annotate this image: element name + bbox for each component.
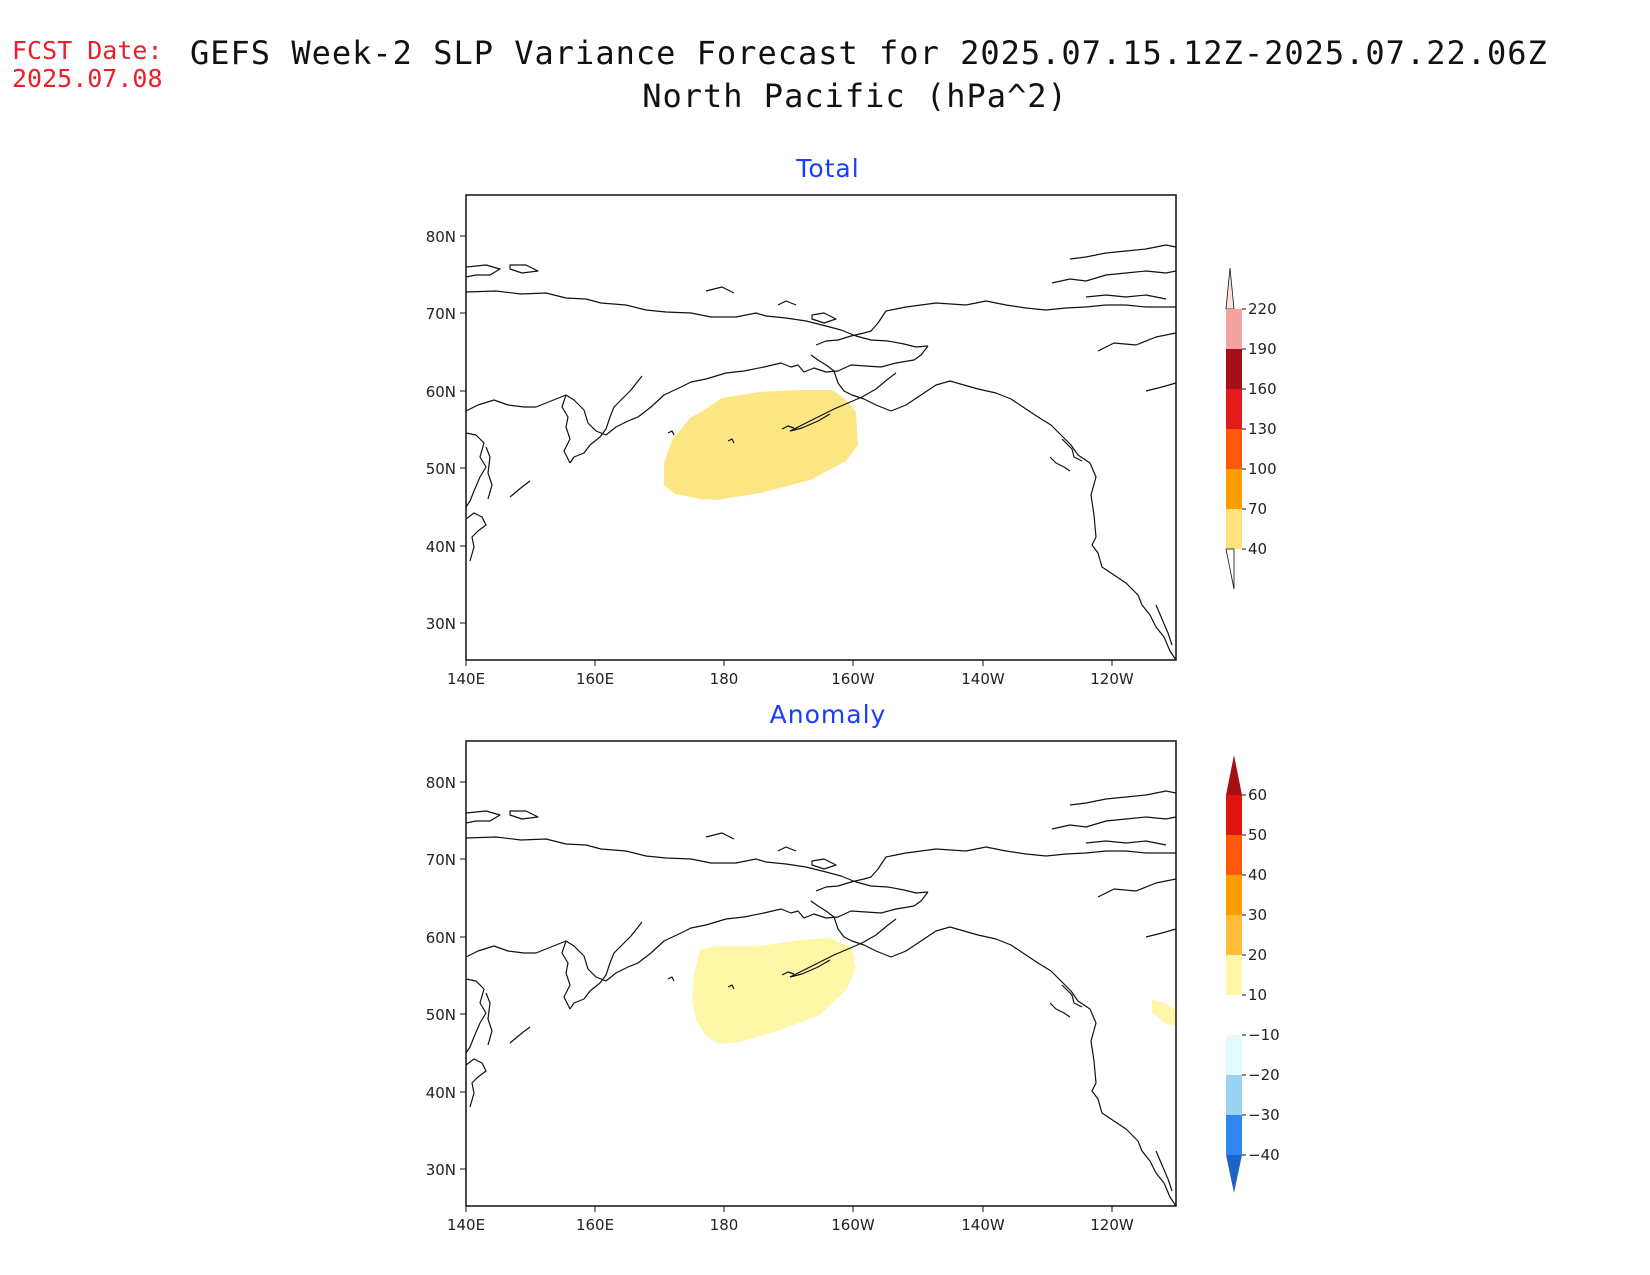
lon-label: 140W [961,1216,1005,1234]
lat-label: 60N [426,929,456,947]
colorbar-anomaly: 60 50 40 30 20 10 −10 −20 −30 −40 [1226,755,1280,1193]
lon-label: 120W [1090,1216,1134,1234]
page-title: GEFS Week-2 SLP Variance Forecast for 20… [190,32,1548,118]
colorbar-total-bottom-triangle [1225,548,1235,590]
lon-label: 160E [576,1216,614,1234]
lon-label: 180 [710,1216,739,1234]
fcst-date-caption: FCST Date: [12,36,163,65]
lon-label: 180 [710,670,739,688]
panel-title-total: Total [795,154,859,183]
colorbar-total-label: 130 [1248,420,1277,438]
colorbar-anomaly-label: −40 [1248,1146,1280,1164]
colorbar-anomaly-swatch [1226,955,1242,995]
lat-label: 30N [426,615,456,633]
lat-label: 80N [426,228,456,246]
colorbar-anomaly-label: 50 [1248,826,1267,844]
colorbar-anomaly-label: 40 [1248,866,1267,884]
lon-label: 140E [447,1216,485,1234]
lon-label: 160E [576,670,614,688]
colorbar-total-label: 160 [1248,380,1277,398]
colorbar-anomaly-label: −30 [1248,1106,1280,1124]
lon-label: 120W [1090,670,1134,688]
colorbar-total: 220 190 160 130 100 70 40 [1225,267,1277,590]
colorbar-anomaly-label: −20 [1248,1066,1280,1084]
colorbar-total-label: 70 [1248,500,1267,518]
map-total [465,194,1177,661]
lat-label: 70N [426,851,456,869]
colorbar-anomaly-top-triangle [1226,755,1242,795]
colorbar-total-swatch [1226,309,1242,349]
colorbar-total-swatch [1226,349,1242,389]
map-frame-total [465,194,1177,661]
lat-label: 50N [426,1006,456,1024]
lon-label: 140E [447,670,485,688]
title-line-2: North Pacific (hPa^2) [642,77,1068,115]
lon-label: 160W [831,1216,875,1234]
lat-axis-anomaly: 80N 70N 60N 50N 40N 30N [426,774,466,1179]
colorbar-anomaly-swatch [1226,915,1242,955]
colorbar-total-swatch [1226,509,1242,549]
fcst-date-value: 2025.07.08 [12,64,163,93]
lat-label: 50N [426,460,456,478]
colorbar-anomaly-label: 60 [1248,786,1267,804]
colorbar-anomaly-label: 30 [1248,906,1267,924]
lat-label: 30N [426,1161,456,1179]
lon-label: 140W [961,670,1005,688]
lon-axis-total: 140E 160E 180 160W 140W 120W [447,660,1134,688]
colorbar-anomaly-swatch [1226,875,1242,915]
lat-label: 60N [426,383,456,401]
map-anomaly [465,740,1177,1207]
colorbar-anomaly-swatch [1226,795,1242,835]
colorbar-total-top-triangle [1225,267,1235,310]
colorbar-anomaly-swatch [1226,1075,1242,1115]
colorbar-total-label: 100 [1248,460,1277,478]
panel-title-anomaly: Anomaly [770,700,887,729]
lat-axis-total: 80N 70N 60N 50N 40N 30N [426,228,466,633]
colorbar-total-swatch [1226,389,1242,429]
colorbar-anomaly-bottom-triangle [1226,1155,1242,1193]
colorbar-anomaly-swatch [1226,995,1242,1035]
colorbar-total-swatch [1226,469,1242,509]
lat-label: 80N [426,774,456,792]
anomaly-shading-east [1152,999,1176,1026]
lat-label: 70N [426,305,456,323]
title-line-1: GEFS Week-2 SLP Variance Forecast for 20… [190,34,1548,72]
lat-label: 40N [426,1084,456,1102]
colorbar-anomaly-swatch [1226,1115,1242,1155]
map-frame-anomaly [465,740,1177,1207]
colorbar-anomaly-label: −10 [1248,1026,1280,1044]
colorbar-total-label: 190 [1248,340,1277,358]
total-variance-shading [664,390,858,500]
forecast-date-label: FCST Date: 2025.07.08 [12,37,163,93]
lat-label: 40N [426,538,456,556]
colorbar-total-label: 40 [1248,540,1267,558]
colorbar-total-label: 220 [1248,300,1277,318]
colorbar-total-swatch [1226,429,1242,469]
colorbar-anomaly-swatch [1226,835,1242,875]
colorbar-anomaly-label: 20 [1248,946,1267,964]
colorbar-anomaly-label: 10 [1248,986,1267,1004]
colorbar-anomaly-swatch [1226,1035,1242,1075]
lon-label: 160W [831,670,875,688]
lon-axis-anomaly: 140E 160E 180 160W 140W 120W [447,1206,1134,1234]
